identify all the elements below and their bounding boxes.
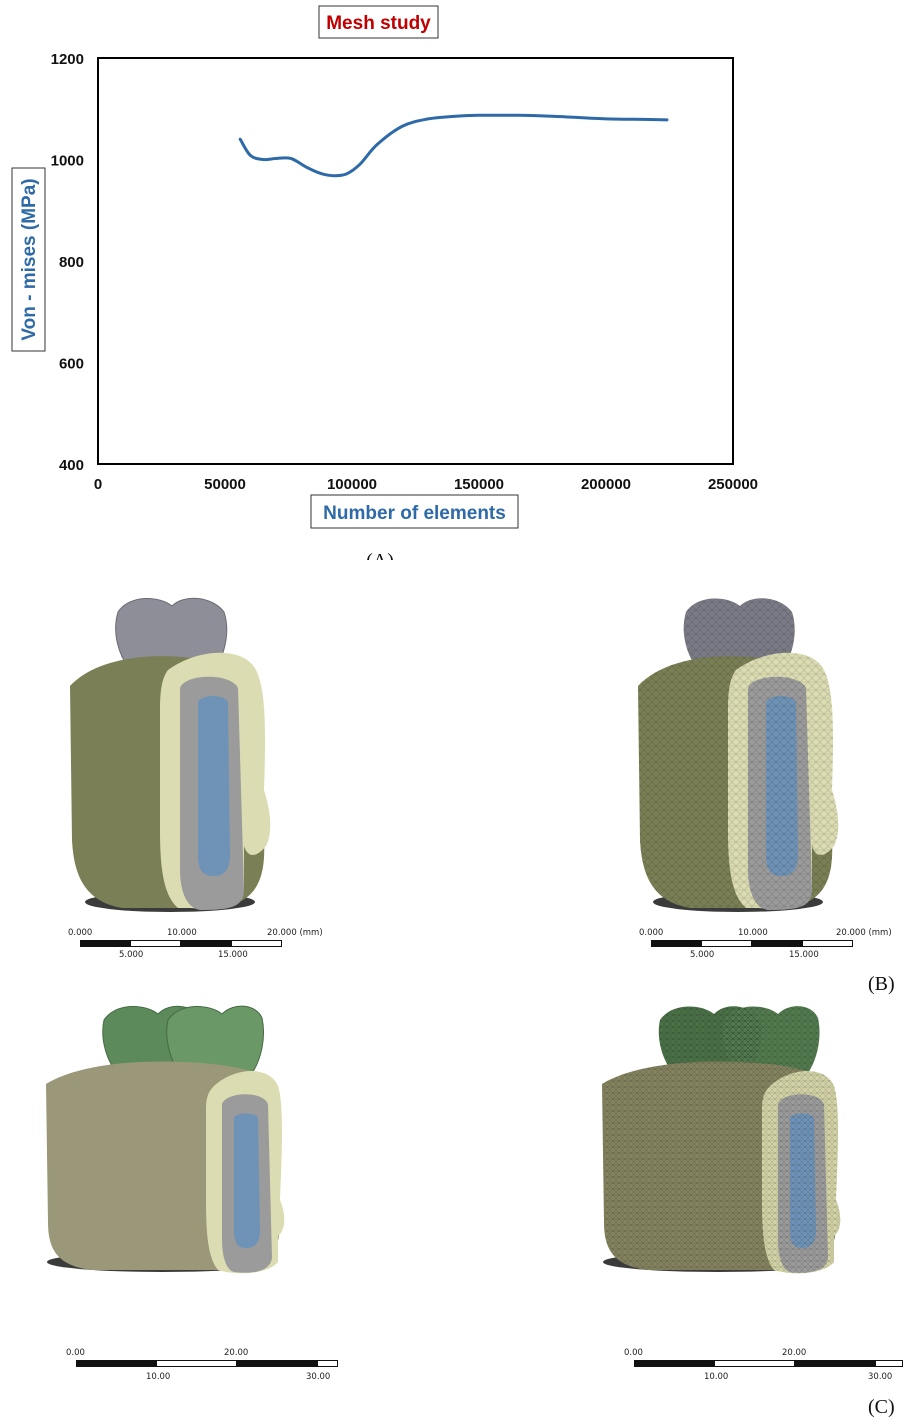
scale-tick-label: 5.000: [690, 950, 715, 960]
scale-tick-label: 10.00: [704, 1372, 729, 1382]
double-crown-model: [46, 1005, 285, 1274]
scale-tick-label: 10.000: [738, 928, 768, 938]
single-implant-mesh: [638, 598, 839, 912]
title-box: [318, 5, 439, 39]
scale-bar-b-left: 0.000 10.000 20.000 (mm) 5.000 15.000: [65, 928, 335, 962]
scale-tick-label: 0.00: [624, 1348, 643, 1358]
panel-label-b: (B): [868, 973, 895, 995]
x-label-box: [310, 494, 519, 529]
scale-tick-label: 10.00: [146, 1372, 171, 1382]
scale-bar-c-right: 0.00 20.00 10.00 30.00: [622, 1348, 907, 1384]
scale-tick-label: 20.000 (mm): [267, 928, 323, 938]
scale-bar-b-right: 0.000 10.000 20.000 (mm) 5.000 15.000: [636, 928, 906, 962]
y-tick-label: 800: [59, 254, 84, 271]
y-tick-label: 600: [59, 356, 84, 373]
x-tick-label: 200000: [581, 476, 631, 493]
scale-tick-label: 5.000: [119, 950, 144, 960]
y-axis-ticks: 400 600 800 1000 1200: [51, 51, 84, 474]
double-crown-mesh: [602, 1006, 841, 1274]
x-tick-label: 0: [94, 476, 102, 493]
scale-tick-label: 0.000: [68, 928, 93, 938]
x-tick-label: 100000: [327, 476, 377, 493]
plot-frame: [97, 57, 734, 465]
y-label-box: [11, 167, 46, 352]
scale-tick-label: 30.00: [868, 1372, 893, 1382]
x-axis-ticks: 0 50000 100000 150000 200000 250000: [94, 476, 758, 493]
panel-label-c: (C): [868, 1396, 895, 1418]
mesh-study-chart: 400 600 800 1000 1200 0 50000 100000 150000 2000…: [11, 5, 758, 560]
scale-tick-label: 20.000 (mm): [836, 928, 892, 938]
chart-title: Mesh study: [326, 13, 431, 34]
y-tick-label: 400: [59, 457, 84, 474]
scale-bar-c-left: 0.00 20.00 10.00 30.00: [64, 1348, 354, 1384]
y-axis-label: Von - mises (MPa): [19, 178, 40, 340]
scale-tick-label: 0.00: [66, 1348, 85, 1358]
y-tick-label: 1200: [51, 51, 84, 68]
y-tick-label: 1000: [51, 153, 84, 170]
scale-tick-label: 20.00: [224, 1348, 249, 1358]
series-line: [238, 113, 669, 178]
scale-tick-label: 30.00: [306, 1372, 331, 1382]
x-axis-label: Number of elements: [323, 503, 506, 524]
scale-tick-label: 0.000: [639, 928, 664, 938]
scale-tick-label: 20.00: [782, 1348, 807, 1358]
single-implant-model: [70, 597, 271, 912]
panel-label-a: (A): [366, 550, 394, 560]
x-tick-label: 250000: [708, 476, 758, 493]
scale-tick-label: 15.000: [218, 950, 248, 960]
x-tick-label: 150000: [454, 476, 504, 493]
scale-tick-label: 10.000: [167, 928, 197, 938]
scale-tick-label: 15.000: [789, 950, 819, 960]
x-tick-label: 50000: [204, 476, 246, 493]
